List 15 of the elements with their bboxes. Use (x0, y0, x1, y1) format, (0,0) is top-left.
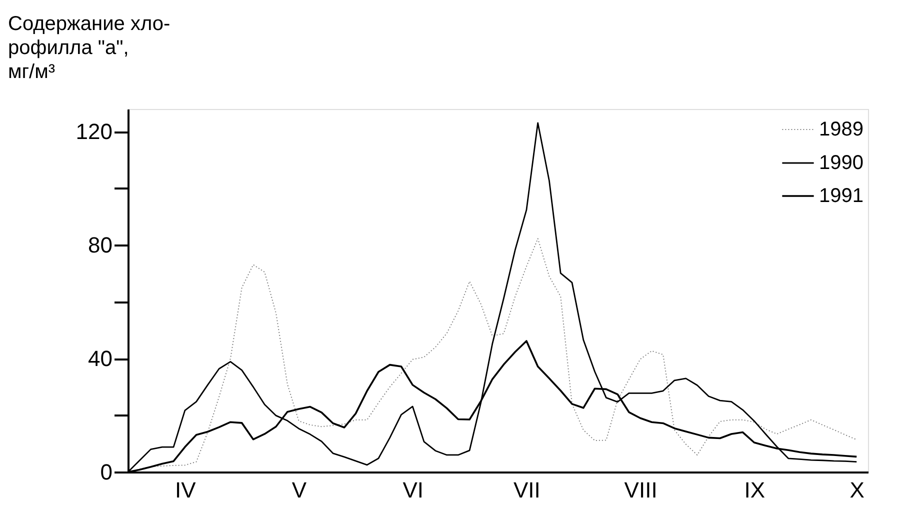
y-axis-title: Содержание хло- рофилла "а", мг/м³ (8, 13, 170, 83)
x-tick-label: X (850, 478, 865, 502)
x-tick-label: VI (402, 478, 424, 502)
x-tick-label: IX (744, 478, 766, 502)
y-tick-label: 80 (88, 232, 112, 258)
x-tick-label: VII (514, 478, 540, 502)
y-tick-label: 40 (88, 346, 112, 372)
x-tick-label: VIII (624, 478, 658, 502)
y-tick-label: 0 (100, 460, 112, 484)
x-tick-label: IV (175, 478, 196, 502)
legend-label: 1990 (819, 152, 864, 174)
x-tick-label: V (292, 478, 307, 502)
legend-label: 1991 (819, 185, 864, 207)
y-tick-label: 120 (76, 119, 112, 144)
legend-label: 1989 (819, 118, 864, 140)
